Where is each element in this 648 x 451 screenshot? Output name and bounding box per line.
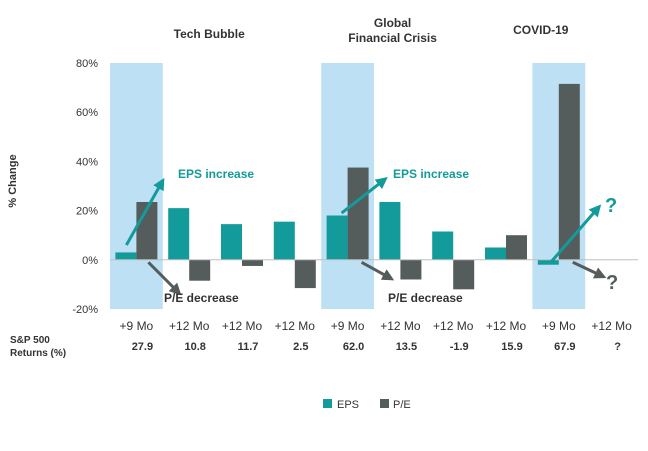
y-tick-label: 60%	[76, 107, 98, 119]
eps-bar	[168, 208, 190, 260]
y-tick-label: 80%	[76, 58, 98, 70]
y-axis-title: % Change	[7, 154, 19, 207]
annotation-text: EPS increase	[393, 167, 469, 181]
return-value: 15.9	[501, 341, 522, 353]
pe-bar	[294, 259, 316, 289]
category-label: +9 Mo	[120, 319, 154, 333]
pe-bar	[506, 235, 527, 260]
legend-label-eps: EPS	[337, 399, 359, 411]
return-value: 62.0	[343, 341, 364, 353]
pe-decrease-arrow	[360, 260, 395, 281]
return-value: 67.9	[554, 341, 575, 353]
pe-bar	[453, 259, 475, 290]
annotation-text: EPS increase	[178, 167, 254, 181]
category-label: +9 Mo	[542, 319, 576, 333]
annotation-question: ?	[605, 195, 617, 217]
period-title: Tech Bubble	[174, 27, 245, 41]
eps-bar	[273, 221, 295, 260]
y-tick-label: 40%	[76, 156, 98, 168]
return-value: 2.5	[293, 341, 308, 353]
highlight-band	[110, 63, 163, 309]
eps-increase-arrow	[125, 177, 165, 246]
pe-bar	[242, 259, 263, 266]
pe-bar	[347, 167, 369, 260]
y-tick-label: -20%	[72, 304, 98, 316]
pe-bar	[400, 259, 422, 280]
category-label: +12 Mo	[222, 319, 263, 333]
category-label: +12 Mo	[486, 319, 527, 333]
period-title: COVID-19	[513, 23, 569, 37]
return-value: 13.5	[396, 341, 417, 353]
category-label: +12 Mo	[433, 319, 474, 333]
return-value: 27.9	[132, 341, 153, 353]
eps-bar	[485, 247, 506, 260]
eps-bar	[326, 215, 348, 260]
pe-decrease-arrow	[147, 261, 182, 296]
return-value: 11.7	[238, 341, 259, 353]
annotation-text: P/E decrease	[388, 291, 463, 305]
category-label: +9 Mo	[331, 319, 365, 333]
y-tick-label: 0%	[82, 255, 98, 267]
eps-bar	[379, 201, 401, 260]
category-label: +12 Mo	[169, 319, 210, 333]
category-label: +12 Mo	[380, 319, 421, 333]
legend-swatch-pe	[380, 399, 389, 408]
legend-label-pe: P/E	[393, 399, 411, 411]
category-label: +12 Mo	[275, 319, 316, 333]
returns-label-line1: S&P 500	[10, 335, 50, 346]
return-value: 10.8	[184, 341, 205, 353]
period-title: Global	[374, 16, 411, 30]
pe-bar	[189, 259, 211, 281]
pe-question-arrow	[572, 260, 607, 279]
period-title: Financial Crisis	[348, 31, 437, 45]
eps-bar	[537, 259, 559, 265]
return-value: -1.9	[450, 341, 469, 353]
returns-label-line2: Returns (%)	[10, 348, 66, 359]
annotation-question: ?	[606, 272, 618, 294]
pe-bar	[558, 83, 580, 260]
eps-increase-arrow	[340, 177, 388, 215]
legend-swatch-eps	[323, 399, 332, 408]
return-value: ?	[614, 341, 621, 353]
category-label: +12 Mo	[591, 319, 632, 333]
eps-bar	[432, 231, 454, 260]
eps-question-arrow	[549, 204, 602, 264]
y-tick-label: 20%	[76, 206, 98, 218]
eps-bar	[115, 252, 137, 260]
annotation-text: P/E decrease	[164, 291, 239, 305]
eps-bar	[221, 224, 242, 260]
